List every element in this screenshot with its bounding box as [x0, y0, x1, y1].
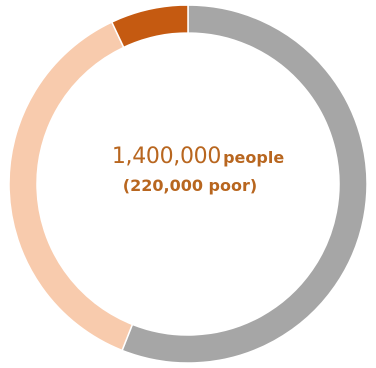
donut-slice-1	[121, 4, 368, 364]
center-total-label: 1,400,000 people	[48, 144, 348, 169]
center-poor-label: (220,000 poor)	[122, 176, 258, 195]
total-population-value: 1,400,000	[111, 144, 222, 169]
donut-slice-3	[110, 4, 189, 49]
total-population-unit: people	[223, 148, 285, 167]
donut-slices	[8, 4, 368, 364]
